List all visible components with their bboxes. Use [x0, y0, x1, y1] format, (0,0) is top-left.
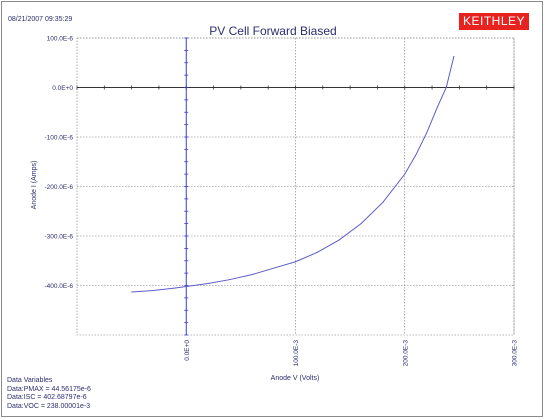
data-point [338, 239, 340, 241]
y-tick-label: -400.0E-6 [44, 283, 73, 290]
y-axis-label: Anode I (Amps) [31, 161, 38, 210]
data-variables-panel: Data Variables Data:PMAX = 44.56175e-6 D… [7, 377, 91, 411]
chart-title: PV Cell Forward Biased [209, 24, 337, 38]
x-tick-label: 100.0E-3 [293, 340, 300, 367]
data-point [273, 267, 275, 269]
data-pmax: Data:PMAX = 44.56175e-6 [7, 385, 91, 393]
data-point [295, 261, 296, 263]
y-tick-label: -300.0E-6 [44, 234, 73, 241]
series-layer [131, 55, 455, 293]
x-tick-label: 200.0E-3 [402, 340, 409, 367]
data-point [453, 55, 455, 57]
data-point [437, 106, 439, 108]
data-point [251, 274, 253, 276]
axes [76, 37, 515, 336]
x-axis-label: Anode V (Volts) [271, 375, 320, 382]
y-tick-label: 0.0E+0 [52, 85, 73, 92]
data-point [445, 87, 447, 88]
data-point [185, 285, 187, 287]
data-variables-heading: Data Variables [7, 377, 53, 384]
data-voc: Data:VOC = 238.00001e-3 [7, 402, 91, 410]
data-point [382, 201, 384, 203]
data-point [404, 173, 406, 175]
timestamp: 08/21/2007 09:35:29 [8, 16, 73, 23]
y-tick-label: -200.0E-6 [44, 184, 73, 191]
tick-labels: 0.0E+0 100.0E-3 200.0E-3 300.0E-3 100.0E-6 0.… [44, 36, 518, 367]
data-isc: Data:ISC = 402.68797e-6 [7, 394, 87, 401]
series-line [131, 56, 455, 293]
data-point [316, 251, 318, 253]
keithley-logo: KEITHLEY [459, 13, 529, 30]
data-point [415, 154, 417, 156]
y-tick-label: -100.0E-6 [44, 135, 73, 142]
data-point [207, 283, 209, 285]
data-point [174, 287, 176, 289]
x-tick-label: 300.0E-3 [512, 340, 519, 367]
data-point [229, 279, 231, 281]
data-point [360, 223, 362, 225]
data-point [152, 289, 154, 291]
x-tick-label: 0.0E+0 [184, 340, 191, 361]
y-tick-label: 100.0E-6 [47, 36, 74, 43]
data-point [426, 132, 428, 134]
data-point [131, 291, 133, 293]
grid [76, 37, 515, 336]
